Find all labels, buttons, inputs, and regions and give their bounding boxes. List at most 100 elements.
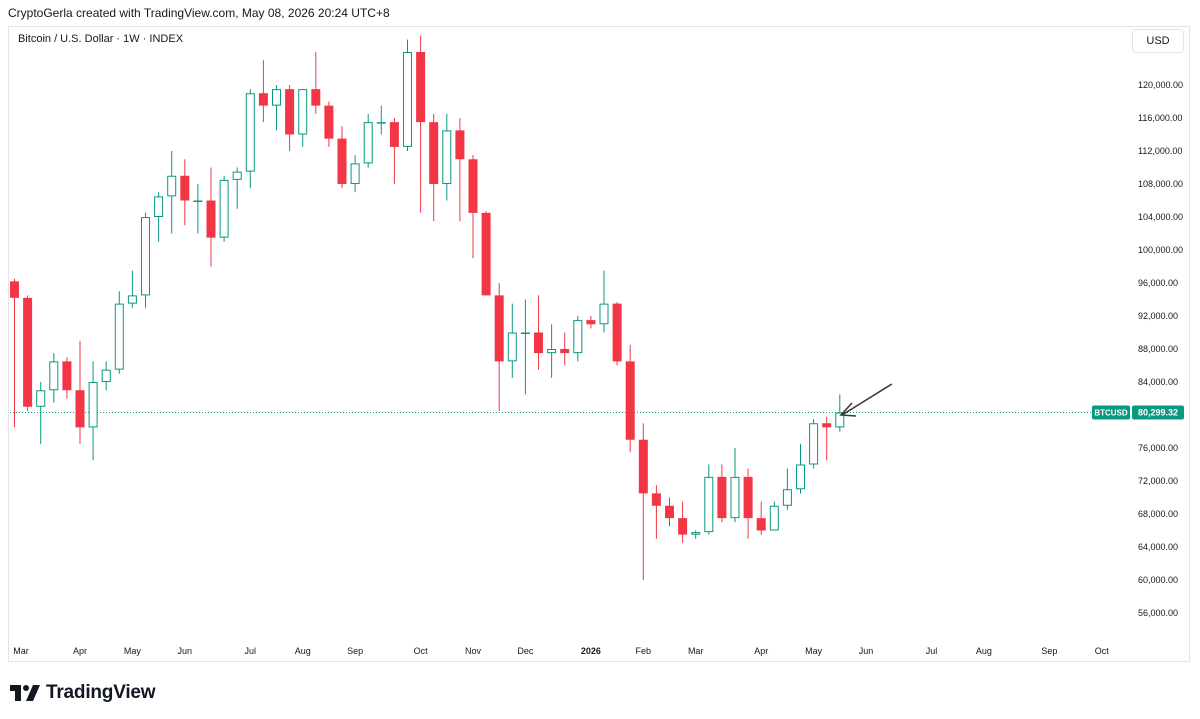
- candle: [704, 464, 714, 535]
- candle-body-up: [573, 320, 583, 354]
- tradingview-logo-icon: [10, 685, 40, 701]
- x-tick-label: Sep: [347, 646, 363, 656]
- candle-body-down: [494, 295, 504, 362]
- candle: [62, 357, 72, 399]
- candle-body-down: [62, 361, 72, 391]
- candle: [258, 60, 268, 123]
- candle-body-up: [232, 171, 242, 180]
- candle-body-down: [337, 138, 347, 184]
- candle-body-up: [49, 361, 59, 391]
- candle-body-down: [743, 476, 753, 519]
- x-tick-label: 2026: [581, 646, 601, 656]
- symbol-tag-bg: [1092, 405, 1130, 420]
- candle-body-down: [206, 200, 216, 238]
- candle: [756, 501, 766, 535]
- candle: [285, 85, 295, 151]
- candle-body-up: [36, 390, 46, 407]
- candle: [88, 361, 98, 461]
- candle: [769, 501, 779, 531]
- candle-body-down: [324, 105, 334, 139]
- y-tick-label: 88,000.00: [1138, 344, 1178, 354]
- candle-body-down: [468, 159, 478, 213]
- chart-frame: [8, 26, 1190, 662]
- y-tick-label: 120,000.00: [1138, 80, 1183, 90]
- last-price-tags: BTCUSD 80,299.32: [1092, 405, 1184, 420]
- candle: [219, 175, 229, 242]
- brand-logo[interactable]: TradingView: [10, 682, 156, 704]
- y-tick-label: 100,000.00: [1138, 245, 1183, 255]
- candle: [389, 118, 399, 184]
- candle: [442, 113, 452, 201]
- candle-body-up: [245, 93, 255, 172]
- y-tick-label: 108,000.00: [1138, 179, 1183, 189]
- candle-body-down: [481, 212, 491, 296]
- x-tick-label: Jul: [245, 646, 257, 656]
- symbol-tag: BTCUSD: [1094, 409, 1128, 418]
- candle-body-down: [678, 518, 688, 535]
- candle: [311, 52, 321, 114]
- candle: [337, 126, 347, 189]
- candle: [10, 278, 19, 428]
- candle: [167, 151, 177, 234]
- candle: [730, 448, 740, 523]
- candle: [245, 89, 255, 189]
- candle-body-up: [127, 295, 137, 304]
- price-tag-bg: [1132, 405, 1184, 420]
- candle: [573, 316, 583, 362]
- x-tick-label: Oct: [414, 646, 429, 656]
- candle: [101, 361, 111, 391]
- x-tick-label: Oct: [1095, 646, 1110, 656]
- candle: [638, 423, 648, 580]
- candle-body-down: [10, 281, 19, 298]
- candle: [494, 283, 504, 411]
- candle: [36, 382, 46, 444]
- candle: [796, 443, 805, 494]
- last-price-tag: 80,299.32: [1138, 408, 1178, 418]
- candle-body-down: [311, 89, 321, 106]
- candle: [586, 316, 596, 329]
- candle: [141, 212, 150, 308]
- x-tick-label: Feb: [636, 646, 652, 656]
- candle-body-up: [599, 303, 609, 325]
- candle-body-up: [141, 217, 150, 296]
- x-tick-label: Sep: [1041, 646, 1057, 656]
- candle-body-up: [272, 89, 281, 106]
- candle-body-down: [586, 320, 596, 325]
- candle-body-up: [769, 505, 779, 531]
- time-axis: Mar Apr May Jun Jul Aug Sep Oct Nov Dec 2026 Feb Mar…: [13, 646, 1109, 656]
- candle-body-up: [167, 175, 177, 197]
- currency-button[interactable]: USD: [1132, 29, 1184, 53]
- candle-body-up: [704, 476, 714, 533]
- candle-body-up: [403, 52, 412, 147]
- candle: [665, 497, 674, 527]
- brand-name: TradingView: [46, 682, 156, 703]
- candle-body-up: [101, 369, 111, 382]
- candle-body-up: [796, 464, 805, 490]
- candle: [743, 468, 753, 539]
- candle: [560, 332, 570, 366]
- candle-body-down: [429, 122, 439, 184]
- chart-attribution: CryptoGerla created with TradingView.com…: [8, 6, 390, 20]
- candle: [376, 105, 386, 135]
- candle: [612, 301, 622, 366]
- candle-body-up: [691, 532, 701, 535]
- candle-body-down: [665, 505, 674, 519]
- x-tick-label: May: [124, 646, 142, 656]
- x-tick-label: Jul: [926, 646, 938, 656]
- y-tick-label: 104,000.00: [1138, 212, 1183, 222]
- candle-body-up: [219, 179, 229, 238]
- candle: [298, 89, 308, 147]
- candle: [272, 85, 281, 131]
- y-tick-label: 96,000.00: [1138, 278, 1178, 288]
- candle: [507, 303, 517, 378]
- x-tick-label: Apr: [73, 646, 87, 656]
- candle-body-down: [612, 303, 622, 362]
- candle: [350, 155, 360, 193]
- y-tick-label: 116,000.00: [1138, 113, 1182, 123]
- y-tick-label: 60,000.00: [1138, 575, 1178, 585]
- x-tick-label: Apr: [754, 646, 768, 656]
- candle: [691, 530, 701, 539]
- symbol-title: Bitcoin / U.S. Dollar · 1W · INDEX: [18, 33, 184, 45]
- candle: [678, 501, 688, 543]
